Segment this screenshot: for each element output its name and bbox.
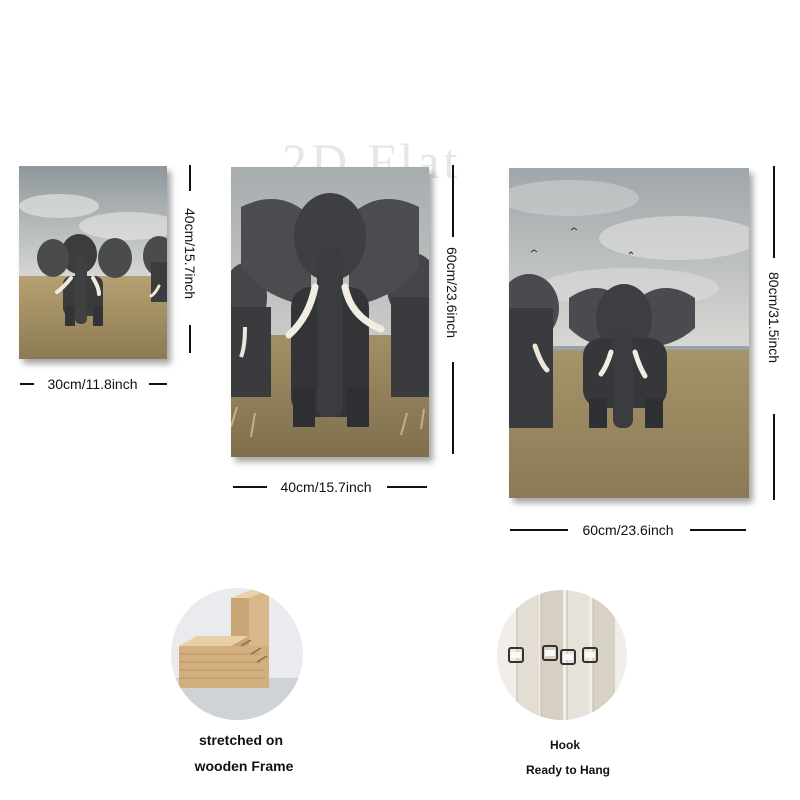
- hook-caption-line1: Hook: [550, 738, 580, 752]
- medium-height-line-bottom: [452, 362, 454, 454]
- medium-canvas-image: [231, 167, 429, 457]
- medium-width-label: 40cm/15.7inch: [280, 479, 372, 495]
- hook-detail-image: [497, 590, 627, 720]
- large-width-line-left: [510, 529, 568, 531]
- hook-caption-line2: Ready to Hang: [525, 763, 610, 777]
- small-width-line-right: [149, 383, 167, 385]
- small-width-label: 30cm/11.8inch: [47, 376, 138, 392]
- medium-height-label: 60cm/23.6inch: [444, 247, 460, 339]
- small-width-line-left: [20, 383, 34, 385]
- small-height-label: 40cm/15.7inch: [182, 208, 198, 300]
- large-height-line-top: [773, 166, 775, 258]
- large-height-line-bottom: [773, 414, 775, 500]
- small-height-line-bottom: [189, 325, 191, 353]
- medium-width-line-right: [387, 486, 427, 488]
- small-height-line-top: [189, 165, 191, 191]
- large-canvas-image: [509, 168, 749, 498]
- large-height-label: 80cm/31.5inch: [766, 272, 782, 364]
- large-width-line-right: [690, 529, 746, 531]
- frame-caption-line1: stretched on: [198, 732, 283, 748]
- frame-caption-line2: wooden Frame: [194, 758, 294, 774]
- large-width-label: 60cm/23.6inch: [582, 522, 674, 538]
- medium-height-line-top: [452, 165, 454, 237]
- medium-width-line-left: [233, 486, 267, 488]
- wooden-frame-detail-image: [171, 588, 303, 720]
- small-canvas-image: [19, 166, 167, 359]
